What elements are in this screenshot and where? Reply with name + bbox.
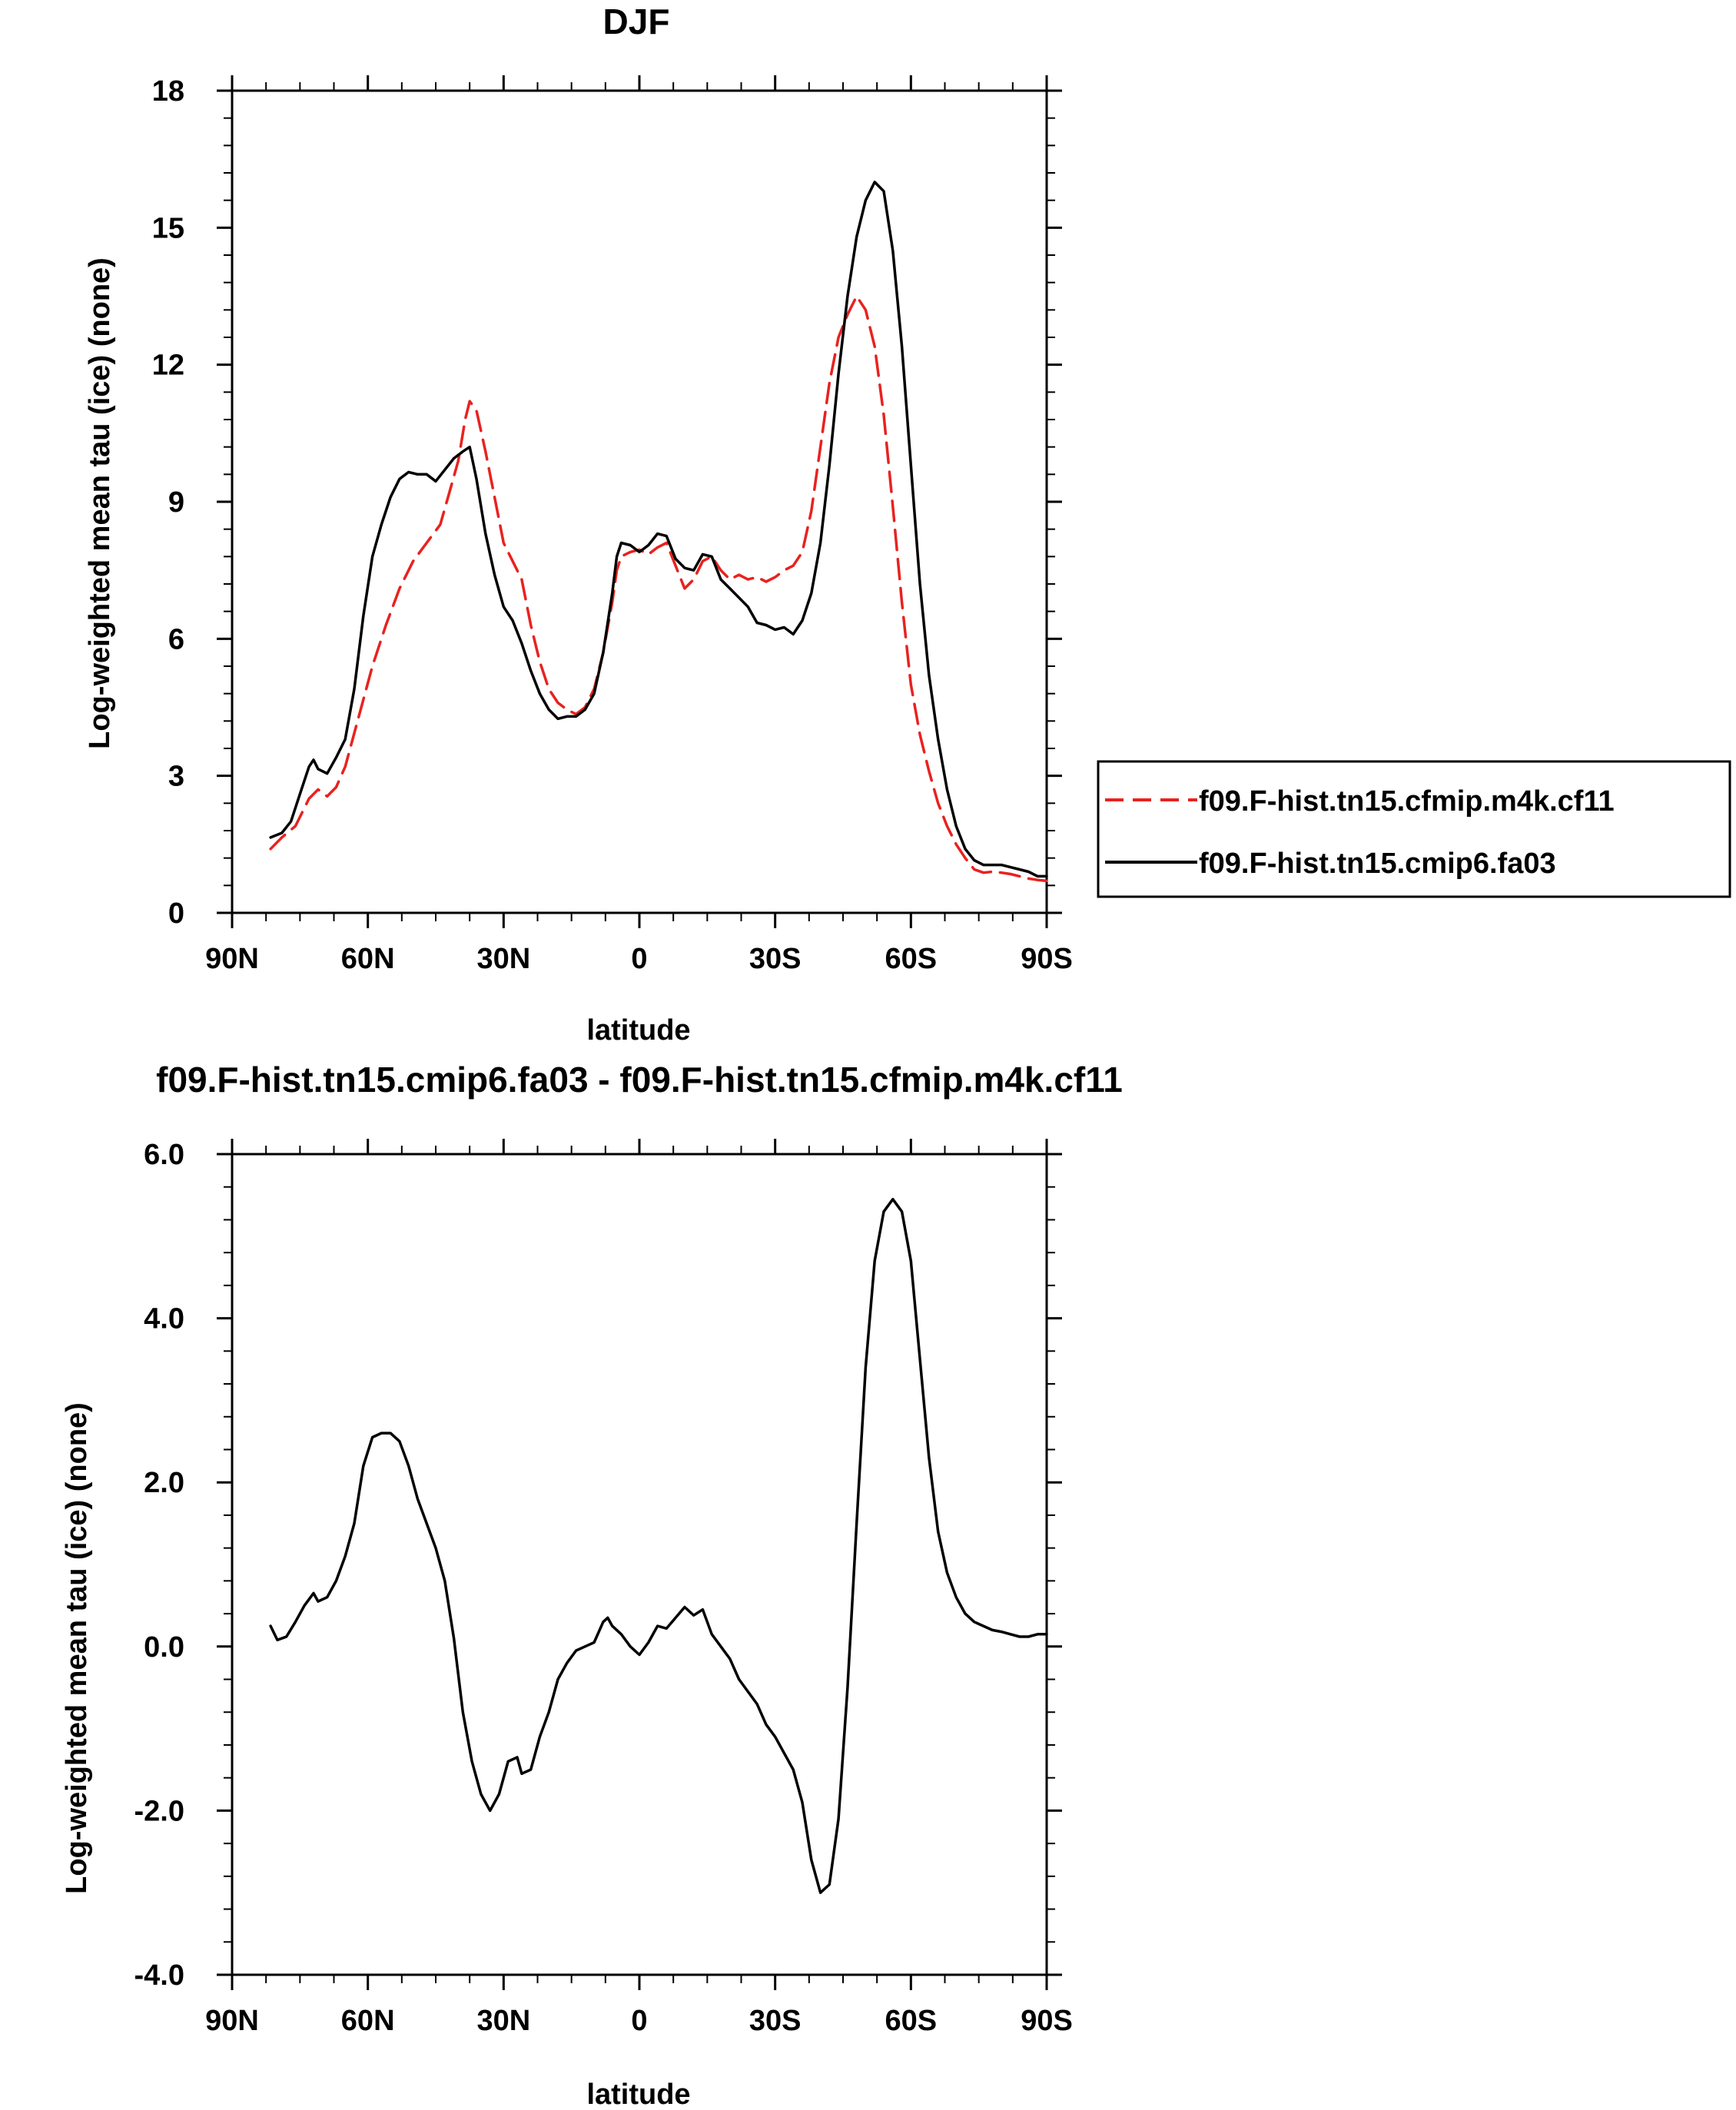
top-y-tick-label: 12 bbox=[152, 350, 184, 382]
top-y-tick-label: 3 bbox=[168, 761, 184, 793]
legend-box bbox=[1097, 760, 1731, 898]
bottom-chart-y-axis-label: Log-weighted mean tau (ice) (none) bbox=[61, 1402, 93, 1894]
bottom-x-tick-label: 0 bbox=[631, 2005, 647, 2037]
bottom-series-line-0 bbox=[269, 1197, 1048, 1894]
top-x-tick-label: 30S bbox=[749, 943, 802, 975]
bottom-y-tick-label: 4.0 bbox=[144, 1303, 184, 1335]
bottom-y-tick-label: 6.0 bbox=[144, 1139, 184, 1171]
top-x-tick-label: 60S bbox=[885, 943, 938, 975]
top-x-tick-label: 30N bbox=[476, 943, 530, 975]
bottom-y-tick-label: 2.0 bbox=[144, 1467, 184, 1499]
bottom-chart-title: f09.F-hist.tn15.cmip6.fa03 - f09.F-hist.… bbox=[156, 1060, 1123, 1100]
bottom-x-tick-label: 90S bbox=[1021, 2005, 1073, 2037]
top-series-line-1 bbox=[269, 181, 1048, 878]
bottom-chart-panel: f09.F-hist.tn15.cmip6.fa03 - f09.F-hist.… bbox=[61, 1060, 1123, 2110]
bottom-chart-plot-area: 90N 60N 30N 0 30S 60S 90S -4.0 -2.0 0.0 2.0 4.0 6.0 bbox=[134, 1139, 1073, 2037]
top-x-tick-label: 60N bbox=[341, 943, 395, 975]
bottom-y-tick-label: -4.0 bbox=[134, 1959, 184, 1992]
bottom-x-tick-label: 30S bbox=[749, 2005, 802, 2037]
bottom-y-tick-label: -2.0 bbox=[134, 1795, 184, 1827]
top-series-line-0 bbox=[269, 294, 1048, 883]
top-chart-plot-area: 90N 60N 30N 0 30S 60S 90S 0 3 6 9 12 15 18 bbox=[152, 75, 1073, 975]
top-x-tick-label: 0 bbox=[631, 943, 647, 975]
legend-label-cfmip: f09.F-hist.tn15.cfmip.m4k.cf11 bbox=[1199, 785, 1615, 818]
top-chart-axes-frame bbox=[231, 89, 1048, 914]
bottom-x-tick-label: 60N bbox=[341, 2005, 395, 2037]
top-chart-legend: f09.F-hist.tn15.cfmip.m4k.cf11 f09.F-his… bbox=[1097, 760, 1731, 898]
top-chart-y-axis-label: Log-weighted mean tau (ice) (none) bbox=[84, 257, 116, 749]
top-y-tick-label: 6 bbox=[168, 623, 184, 655]
top-y-tick-label: 9 bbox=[168, 486, 184, 519]
top-chart-title: DJF bbox=[603, 2, 670, 41]
bottom-x-tick-label: 60S bbox=[885, 2005, 938, 2037]
top-y-tick-label: 0 bbox=[168, 897, 184, 930]
legend-label-cmip6: f09.F-hist.tn15.cmip6.fa03 bbox=[1199, 848, 1556, 880]
top-chart-x-axis-label: latitude bbox=[586, 1014, 690, 1047]
top-chart-panel: DJF 90N 60N 30N 0 30S 60S 90S 0 3 6 9 12 15 18 Log-we… bbox=[84, 2, 1073, 1047]
bottom-chart-axes-frame bbox=[231, 1153, 1048, 1976]
bottom-y-tick-label: 0.0 bbox=[144, 1631, 184, 1664]
top-x-tick-label: 90N bbox=[205, 943, 259, 975]
top-y-tick-label: 15 bbox=[152, 212, 184, 244]
bottom-x-tick-label: 30N bbox=[476, 2005, 530, 2037]
bottom-x-tick-label: 90N bbox=[205, 2005, 259, 2037]
top-y-tick-label: 18 bbox=[152, 75, 184, 108]
bottom-chart-x-axis-label: latitude bbox=[586, 2078, 690, 2110]
top-x-tick-label: 90S bbox=[1021, 943, 1073, 975]
